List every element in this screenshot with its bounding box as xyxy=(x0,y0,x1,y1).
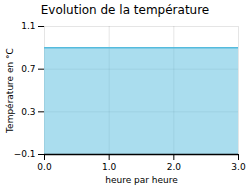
svg-text:Température en °C: Température en °C xyxy=(5,48,15,134)
svg-text:0.0: 0.0 xyxy=(37,162,52,172)
html-text:Evolution de la température: Evolution de la température xyxy=(40,3,210,17)
svg-text:2.0: 2.0 xyxy=(167,162,182,172)
svg-text:3.0: 3.0 xyxy=(231,162,246,172)
svg-text:heure par heure: heure par heure xyxy=(105,175,178,185)
svg-text:1.0: 1.0 xyxy=(102,162,117,172)
svg-text:−0.1: −0.1 xyxy=(14,149,36,159)
svg-text:0.3: 0.3 xyxy=(21,107,35,117)
svg-text:1.1: 1.1 xyxy=(21,21,35,31)
svg-text:0.7: 0.7 xyxy=(21,64,35,74)
